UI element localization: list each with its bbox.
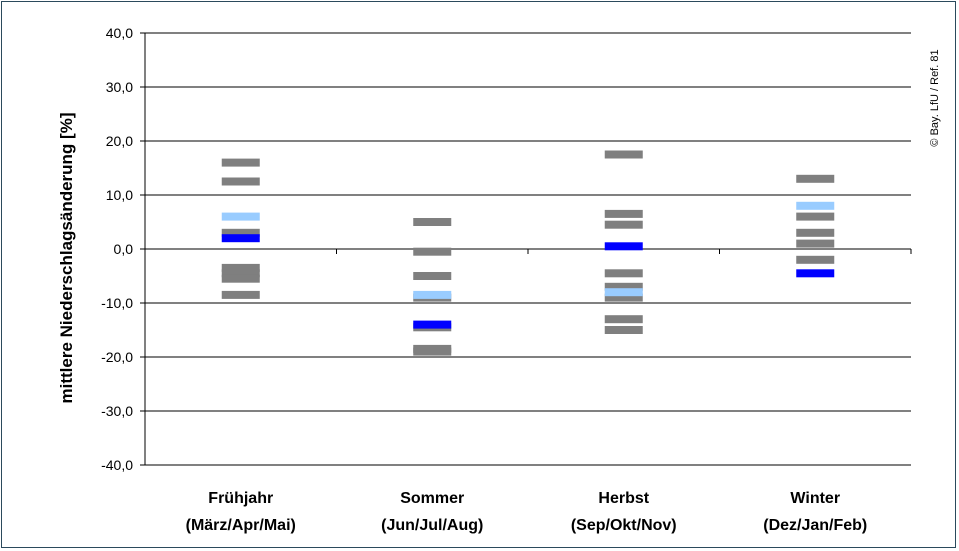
copyright-note: © Bay. LfU / Ref. 81 [929, 49, 941, 146]
y-tick-label: -40,0 [101, 457, 133, 473]
blue-data-mark [413, 320, 452, 329]
category-label-line1: Winter [790, 490, 840, 507]
gray-data-mark [796, 212, 835, 221]
gray-data-mark [604, 150, 643, 159]
y-axis-label: mittlere Niederschlagsänderung [%] [57, 113, 76, 404]
gray-data-mark [604, 293, 643, 302]
lightblue-data-mark [796, 201, 835, 210]
y-axis-tick-labels: -40,0 -30,0 -20,0 -10,0 0,0 10,0 20,0 30,0 40,0 [101, 25, 145, 473]
gray-data-mark [604, 269, 643, 278]
y-tick-label: 0,0 [114, 241, 134, 257]
category-label-line2: (Sep/Okt/Nov) [571, 517, 677, 534]
gray-data-mark [221, 263, 260, 272]
gray-data-mark [413, 218, 452, 226]
category-label-line1: Sommer [400, 490, 464, 507]
category-label-line2: (Dez/Jan/Feb) [763, 517, 867, 534]
lightblue-data-mark [604, 288, 643, 297]
y-tick-label: 20,0 [106, 133, 133, 149]
category-labels: Frühjahr (März/Apr/Mai) Sommer (Jun/Jul/Aug… [186, 490, 868, 534]
gray-data-mark [604, 220, 643, 229]
gray-data-mark [221, 290, 260, 299]
x-axis [144, 248, 912, 254]
gray-data-mark [796, 228, 835, 237]
gray-data-mark [604, 326, 643, 334]
lightblue-data-mark [413, 290, 452, 299]
gray-data-mark [221, 274, 260, 283]
y-tick-label: 40,0 [106, 25, 133, 41]
y-tick-label: 10,0 [106, 187, 133, 203]
blue-data-mark [221, 234, 260, 243]
gray-data-mark [221, 177, 260, 186]
lightblue-data-mark [221, 212, 260, 221]
blue-data-mark [604, 242, 643, 251]
blue-data-mark [796, 269, 835, 278]
gray-data-mark [413, 347, 452, 356]
category-label-line1: Frühjahr [208, 490, 273, 507]
y-tick-label: -10,0 [101, 295, 133, 311]
gray-data-mark [604, 282, 643, 291]
gray-data-mark [221, 158, 260, 167]
category-label-line2: (Jun/Jul/Aug) [381, 517, 483, 534]
gray-data-mark [604, 209, 643, 218]
y-tick-label: 30,0 [106, 79, 133, 95]
gray-data-mark [604, 315, 643, 324]
y-tick-label: -30,0 [101, 403, 133, 419]
gray-data-mark [413, 247, 452, 256]
gray-data-mark [413, 272, 452, 280]
category-label-line1: Herbst [598, 490, 649, 507]
category-label-line2: (März/Apr/Mai) [186, 517, 296, 534]
data-marks [221, 150, 835, 356]
y-tick-label: -20,0 [101, 349, 133, 365]
gray-data-mark [221, 228, 260, 237]
gray-data-mark [796, 239, 835, 248]
gray-data-mark [796, 174, 835, 183]
gray-data-mark [221, 269, 260, 278]
gray-data-mark [796, 255, 835, 264]
